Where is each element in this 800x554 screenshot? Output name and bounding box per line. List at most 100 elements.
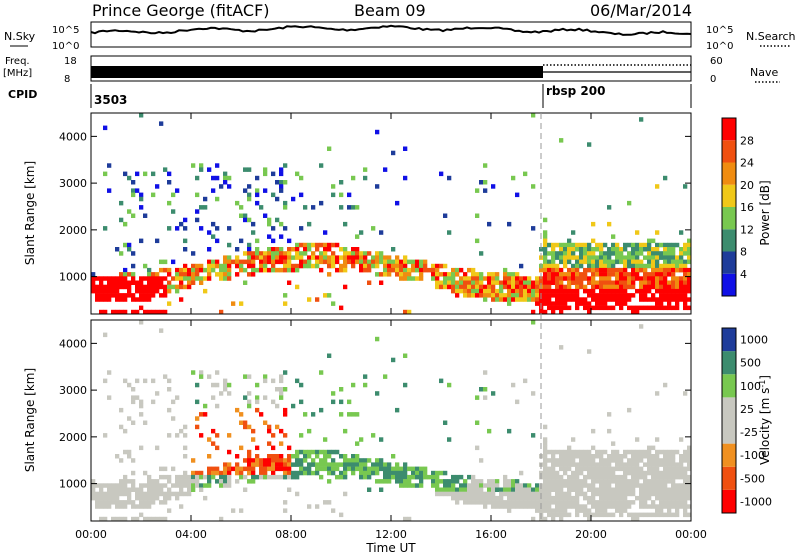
power-cell [239, 213, 244, 218]
velocity-cell [595, 462, 600, 467]
power-cell [103, 288, 108, 294]
power-cell [219, 263, 224, 269]
velocity-colorbar-segment [722, 489, 736, 513]
power-cell [115, 284, 120, 290]
velocity-cell [655, 491, 660, 497]
velocity-cell [607, 487, 612, 492]
velocity-cell [627, 466, 632, 472]
power-cell [591, 255, 596, 260]
power-cell [239, 301, 244, 306]
power-cell [287, 251, 292, 256]
power-cell [555, 297, 560, 302]
power-cell [531, 284, 536, 290]
power-cell [491, 272, 496, 277]
velocity-cell [671, 454, 676, 459]
power-cell [611, 247, 616, 252]
velocity-cell [499, 491, 504, 497]
velocity-cell [163, 466, 168, 472]
velocity-cell [319, 407, 324, 413]
velocity-cell [479, 491, 484, 497]
power-cell [319, 200, 324, 206]
velocity-cell [151, 500, 156, 505]
power-cell [643, 242, 648, 248]
power-cell [91, 272, 96, 277]
power-cell [515, 297, 520, 302]
power-cell [567, 267, 572, 273]
velocity-cell [491, 500, 496, 505]
velocity-cell [111, 483, 116, 488]
velocity-cell [343, 462, 348, 467]
velocity-cell [515, 487, 520, 492]
power-cell [431, 263, 436, 269]
velocity-cell [331, 399, 336, 405]
power-cell [587, 301, 592, 306]
velocity-cell [615, 462, 620, 467]
power-cell [607, 272, 612, 277]
power-cell [279, 255, 284, 260]
power-cell [151, 272, 156, 277]
power-cell [91, 284, 96, 290]
power-cell [523, 293, 528, 298]
power-cell [203, 267, 208, 273]
velocity-cell [551, 516, 556, 522]
velocity-cell [371, 470, 376, 476]
velocity-cell [595, 512, 600, 518]
power-cell [283, 267, 288, 273]
power-cell [115, 276, 120, 281]
power-cell [135, 188, 140, 193]
velocity-cell [623, 470, 628, 476]
velocity-cell [231, 466, 236, 472]
velocity-cell [571, 474, 576, 480]
power-cell [239, 205, 244, 210]
power-cell [327, 146, 332, 151]
power-cell [571, 242, 576, 248]
power-cell [199, 267, 204, 273]
velocity-cell [415, 466, 420, 472]
velocity-cell [327, 466, 332, 472]
velocity-cell [275, 424, 280, 430]
velocity-cell [479, 487, 484, 492]
velocity-cell [639, 324, 644, 329]
velocity-cell [515, 491, 520, 497]
power-cell [639, 263, 644, 269]
velocity-cell [687, 479, 692, 484]
velocity-cell [223, 382, 228, 388]
velocity-cell [603, 470, 608, 476]
power-cell [599, 242, 604, 248]
velocity-cell [551, 454, 556, 459]
power-cell [643, 276, 648, 281]
power-cell [523, 276, 528, 281]
velocity-cell [479, 483, 484, 488]
power-cell [547, 284, 552, 290]
velocity-cell [299, 470, 304, 476]
velocity-cell [227, 470, 232, 476]
power-cell [599, 267, 604, 273]
power-cell [255, 255, 260, 260]
velocity-cell [687, 487, 692, 492]
velocity-cell [303, 449, 308, 455]
power-cell [131, 192, 136, 198]
velocity-cell [331, 470, 336, 476]
power-cell [295, 263, 300, 269]
velocity-cell [247, 424, 252, 430]
velocity-cell [563, 512, 568, 518]
velocity-cell [667, 508, 672, 513]
velocity-cell [287, 458, 292, 463]
power-cell [619, 247, 624, 252]
power-cell [651, 251, 656, 256]
velocity-cell [531, 491, 536, 497]
velocity-cell [543, 487, 548, 492]
velocity-cell [575, 470, 580, 476]
velocity-cell [263, 420, 268, 425]
power-cell [559, 309, 564, 315]
power-cell [583, 255, 588, 260]
power-cell [363, 259, 368, 265]
power-cell [543, 217, 548, 223]
velocity-cell [299, 399, 304, 405]
power-cell [287, 247, 292, 252]
power-cell [115, 280, 120, 285]
noise-tick-bottom-left: 10^0 [52, 41, 79, 52]
velocity-cell [675, 449, 680, 455]
